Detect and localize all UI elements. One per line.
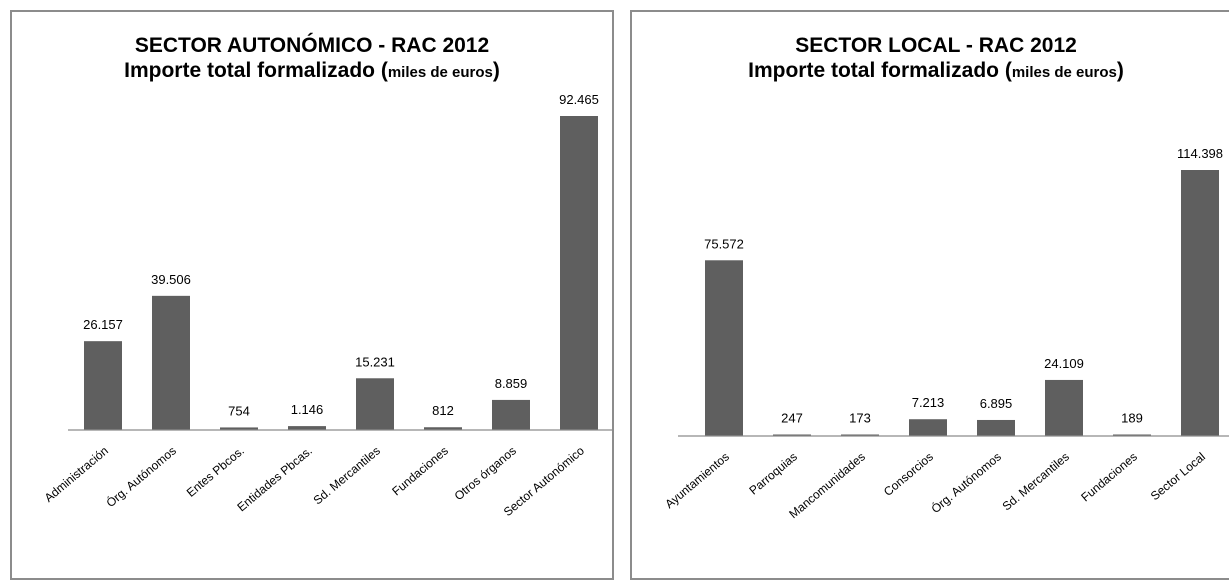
bar xyxy=(560,116,598,430)
chart-panel-local: SECTOR LOCAL - RAC 2012 Importe total fo… xyxy=(630,10,1229,580)
chart-subtitle: Importe total formalizado (miles de euro… xyxy=(748,59,1124,82)
data-label: 1.146 xyxy=(291,402,324,417)
bar xyxy=(909,419,947,436)
chart-subtitle-unit: miles de euros xyxy=(387,64,493,81)
bar xyxy=(220,427,258,430)
data-label: 189 xyxy=(1121,411,1143,426)
category-tick-label: Fundaciones xyxy=(1078,450,1140,505)
bar xyxy=(841,434,879,436)
category-tick-label: Ayuntamientos xyxy=(662,450,732,512)
data-label: 247 xyxy=(781,411,803,426)
bar xyxy=(288,426,326,430)
data-label: 173 xyxy=(849,411,871,426)
bar xyxy=(492,399,530,430)
data-label: 24.109 xyxy=(1044,356,1084,371)
bar xyxy=(773,434,811,436)
bar xyxy=(1181,170,1219,436)
bar xyxy=(1045,379,1083,436)
category-tick-label: Entes Pbcos. xyxy=(184,444,247,500)
category-tick-label: Sector Local xyxy=(1148,450,1208,504)
bar xyxy=(1113,434,1151,436)
data-label: 39.506 xyxy=(151,272,191,287)
bar xyxy=(84,341,122,430)
category-tick-label: Sd. Mercantiles xyxy=(311,444,383,508)
chart-panel-autonomico: SECTOR AUTONÓMICO - RAC 2012 Importe tot… xyxy=(10,10,614,580)
bar xyxy=(152,295,190,430)
category-tick-label: Órg. Autónomos xyxy=(928,449,1004,516)
chart-subtitle-text: Importe total formalizado xyxy=(124,59,375,82)
bar-chart-svg: 26.157 Administración 39.506 Órg. Autónomos… xyxy=(42,92,612,519)
data-label: 92.465 xyxy=(559,92,599,107)
chart-title: SECTOR LOCAL - RAC 2012 xyxy=(795,34,1077,57)
data-label: 7.213 xyxy=(912,395,945,410)
category-tick-label: Otros órganos xyxy=(452,444,519,504)
chart-subtitle-text: Importe total formalizado xyxy=(748,59,999,82)
data-label: 75.572 xyxy=(704,236,744,251)
bar xyxy=(977,419,1015,436)
chart-subtitle-unit: miles de euros xyxy=(1011,64,1117,81)
data-label: 26.157 xyxy=(83,317,123,332)
chart-subtitle: Importe total formalizado (miles de euro… xyxy=(124,59,500,82)
bar xyxy=(705,260,743,436)
data-label: 754 xyxy=(228,403,250,418)
category-tick-label: Sd. Mercantiles xyxy=(1000,450,1072,514)
bar xyxy=(356,378,394,430)
category-tick-label: Administración xyxy=(42,444,111,505)
data-label: 114.398 xyxy=(1177,146,1223,161)
category-tick-label: Fundaciones xyxy=(389,444,451,499)
category-tick-label: Órg. Autónomos xyxy=(103,443,179,510)
data-label: 812 xyxy=(432,403,454,418)
chart-title: SECTOR AUTONÓMICO - RAC 2012 xyxy=(134,34,490,57)
bar xyxy=(424,427,462,430)
bar-chart-svg: 75.572Ayuntamientos247Parroquias173Manco… xyxy=(662,146,1229,521)
data-label: 15.231 xyxy=(355,354,395,369)
data-label: 8.859 xyxy=(495,376,528,391)
category-tick-label: Consorcios xyxy=(881,450,936,499)
category-tick-label: Parroquias xyxy=(746,450,799,498)
data-label: 6.895 xyxy=(980,396,1013,411)
